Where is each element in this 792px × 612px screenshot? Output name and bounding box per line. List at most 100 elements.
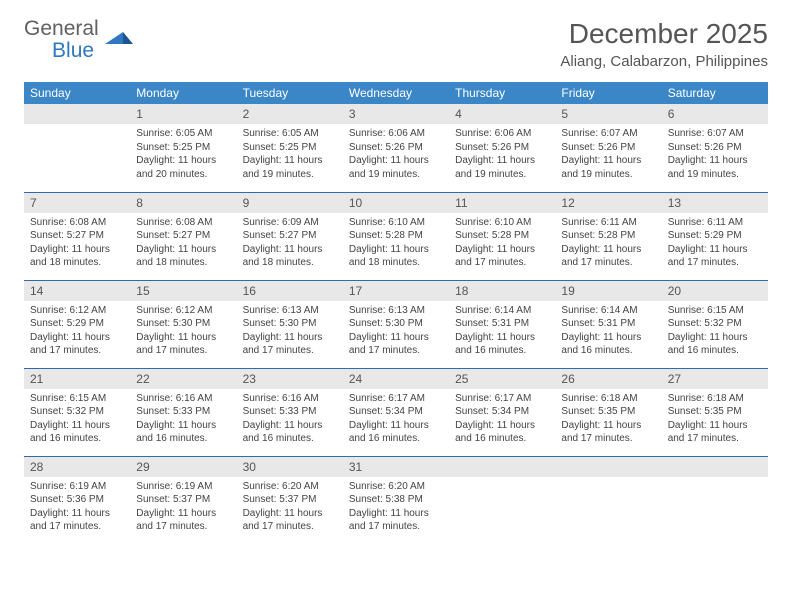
- day-body: Sunrise: 6:11 AMSunset: 5:28 PMDaylight:…: [555, 213, 661, 276]
- sunset-line: Sunset: 5:27 PM: [136, 229, 230, 243]
- sunset-line: Sunset: 5:37 PM: [136, 493, 230, 507]
- sunrise-line: Sunrise: 6:17 AM: [455, 392, 549, 406]
- sunrise-line: Sunrise: 6:16 AM: [243, 392, 337, 406]
- daylight-line: Daylight: 11 hours and 17 minutes.: [136, 331, 230, 358]
- day-body: Sunrise: 6:12 AMSunset: 5:29 PMDaylight:…: [24, 301, 130, 364]
- sunset-line: Sunset: 5:37 PM: [243, 493, 337, 507]
- daylight-line: Daylight: 11 hours and 17 minutes.: [136, 507, 230, 534]
- day-cell: 27Sunrise: 6:18 AMSunset: 5:35 PMDayligh…: [662, 368, 768, 456]
- day-number: 14: [24, 281, 130, 301]
- day-number: 23: [237, 369, 343, 389]
- sunset-line: Sunset: 5:28 PM: [349, 229, 443, 243]
- day-number: 7: [24, 193, 130, 213]
- sunrise-line: Sunrise: 6:19 AM: [30, 480, 124, 494]
- location-text: Aliang, Calabarzon, Philippines: [560, 53, 768, 70]
- day-header: Friday: [555, 82, 661, 104]
- day-body: Sunrise: 6:18 AMSunset: 5:35 PMDaylight:…: [662, 389, 768, 452]
- day-body: Sunrise: 6:15 AMSunset: 5:32 PMDaylight:…: [24, 389, 130, 452]
- day-cell: 1Sunrise: 6:05 AMSunset: 5:25 PMDaylight…: [130, 104, 236, 192]
- day-number: 28: [24, 457, 130, 477]
- logo-word-general: General: [24, 17, 99, 40]
- day-cell: [555, 456, 661, 544]
- day-body: Sunrise: 6:09 AMSunset: 5:27 PMDaylight:…: [237, 213, 343, 276]
- day-number: [555, 457, 661, 477]
- day-number: 11: [449, 193, 555, 213]
- day-number: 4: [449, 104, 555, 124]
- sunrise-line: Sunrise: 6:09 AM: [243, 216, 337, 230]
- sunset-line: Sunset: 5:26 PM: [349, 141, 443, 155]
- sunset-line: Sunset: 5:25 PM: [136, 141, 230, 155]
- week-row: 28Sunrise: 6:19 AMSunset: 5:36 PMDayligh…: [24, 456, 768, 544]
- day-body: Sunrise: 6:16 AMSunset: 5:33 PMDaylight:…: [237, 389, 343, 452]
- daylight-line: Daylight: 11 hours and 20 minutes.: [136, 154, 230, 181]
- day-number: 17: [343, 281, 449, 301]
- day-body: Sunrise: 6:17 AMSunset: 5:34 PMDaylight:…: [343, 389, 449, 452]
- day-number: 8: [130, 193, 236, 213]
- sunset-line: Sunset: 5:31 PM: [561, 317, 655, 331]
- daylight-line: Daylight: 11 hours and 17 minutes.: [349, 507, 443, 534]
- daylight-line: Daylight: 11 hours and 17 minutes.: [455, 243, 549, 270]
- daylight-line: Daylight: 11 hours and 16 minutes.: [455, 331, 549, 358]
- day-cell: 26Sunrise: 6:18 AMSunset: 5:35 PMDayligh…: [555, 368, 661, 456]
- day-number: 26: [555, 369, 661, 389]
- sunrise-line: Sunrise: 6:17 AM: [349, 392, 443, 406]
- sunset-line: Sunset: 5:30 PM: [349, 317, 443, 331]
- week-row: 1Sunrise: 6:05 AMSunset: 5:25 PMDaylight…: [24, 104, 768, 192]
- week-row: 21Sunrise: 6:15 AMSunset: 5:32 PMDayligh…: [24, 368, 768, 456]
- sunrise-line: Sunrise: 6:13 AM: [349, 304, 443, 318]
- logo-triangle-icon: [105, 28, 133, 53]
- daylight-line: Daylight: 11 hours and 16 minutes.: [455, 419, 549, 446]
- day-header: Thursday: [449, 82, 555, 104]
- day-cell: 17 Sunrise: 6:13 AMSunset: 5:30 PMDayligh…: [343, 280, 449, 368]
- sunrise-line: Sunrise: 6:13 AM: [243, 304, 337, 318]
- daylight-line: Daylight: 11 hours and 18 minutes.: [30, 243, 124, 270]
- day-cell: 22Sunrise: 6:16 AMSunset: 5:33 PMDayligh…: [130, 368, 236, 456]
- day-cell: 5Sunrise: 6:07 AMSunset: 5:26 PMDaylight…: [555, 104, 661, 192]
- day-number: 29: [130, 457, 236, 477]
- sunrise-line: Sunrise: 6:11 AM: [668, 216, 762, 230]
- daylight-line: Daylight: 11 hours and 17 minutes.: [30, 507, 124, 534]
- sunset-line: Sunset: 5:34 PM: [349, 405, 443, 419]
- sunrise-line: Sunrise: 6:10 AM: [349, 216, 443, 230]
- sunrise-line: Sunrise: 6:14 AM: [455, 304, 549, 318]
- day-body: Sunrise: 6:18 AMSunset: 5:35 PMDaylight:…: [555, 389, 661, 452]
- daylight-line: Daylight: 11 hours and 18 minutes.: [349, 243, 443, 270]
- sunset-line: Sunset: 5:32 PM: [30, 405, 124, 419]
- sunrise-line: Sunrise: 6:15 AM: [668, 304, 762, 318]
- day-body: Sunrise: 6:14 AMSunset: 5:31 PMDaylight:…: [449, 301, 555, 364]
- sunset-line: Sunset: 5:30 PM: [136, 317, 230, 331]
- daylight-line: Daylight: 11 hours and 17 minutes.: [30, 331, 124, 358]
- day-header: Sunday: [24, 82, 130, 104]
- day-body: Sunrise: 6:06 AMSunset: 5:26 PMDaylight:…: [449, 124, 555, 187]
- day-cell: 18Sunrise: 6:14 AMSunset: 5:31 PMDayligh…: [449, 280, 555, 368]
- day-cell: 7Sunrise: 6:08 AMSunset: 5:27 PMDaylight…: [24, 192, 130, 280]
- day-cell: 9Sunrise: 6:09 AMSunset: 5:27 PMDaylight…: [237, 192, 343, 280]
- sunset-line: Sunset: 5:33 PM: [243, 405, 337, 419]
- day-body: Sunrise: 6:17 AMSunset: 5:34 PMDaylight:…: [449, 389, 555, 452]
- sunset-line: Sunset: 5:29 PM: [668, 229, 762, 243]
- day-body: Sunrise: 6:07 AMSunset: 5:26 PMDaylight:…: [555, 124, 661, 187]
- daylight-line: Daylight: 11 hours and 16 minutes.: [349, 419, 443, 446]
- day-body: Sunrise: 6:15 AMSunset: 5:32 PMDaylight:…: [662, 301, 768, 364]
- day-body: Sunrise: 6:11 AMSunset: 5:29 PMDaylight:…: [662, 213, 768, 276]
- title-block: December 2025 Aliang, Calabarzon, Philip…: [560, 18, 768, 70]
- calendar-table: SundayMondayTuesdayWednesdayThursdayFrid…: [24, 82, 768, 544]
- logo-word-blue: Blue: [52, 39, 94, 62]
- sunset-line: Sunset: 5:31 PM: [455, 317, 549, 331]
- day-body: Sunrise: 6:10 AMSunset: 5:28 PMDaylight:…: [449, 213, 555, 276]
- sunset-line: Sunset: 5:38 PM: [349, 493, 443, 507]
- day-cell: 16Sunrise: 6:13 AMSunset: 5:30 PMDayligh…: [237, 280, 343, 368]
- day-number: 1: [130, 104, 236, 124]
- logo: General GeBlue: [24, 18, 133, 62]
- sunset-line: Sunset: 5:32 PM: [668, 317, 762, 331]
- month-title: December 2025: [560, 18, 768, 50]
- sunset-line: Sunset: 5:28 PM: [455, 229, 549, 243]
- daylight-line: Daylight: 11 hours and 17 minutes.: [349, 331, 443, 358]
- day-cell: 25Sunrise: 6:17 AMSunset: 5:34 PMDayligh…: [449, 368, 555, 456]
- daylight-line: Daylight: 11 hours and 18 minutes.: [136, 243, 230, 270]
- sunrise-line: Sunrise: 6:11 AM: [561, 216, 655, 230]
- sunset-line: Sunset: 5:33 PM: [136, 405, 230, 419]
- day-number: 3: [343, 104, 449, 124]
- daylight-line: Daylight: 11 hours and 16 minutes.: [561, 331, 655, 358]
- daylight-line: Daylight: 11 hours and 19 minutes.: [243, 154, 337, 181]
